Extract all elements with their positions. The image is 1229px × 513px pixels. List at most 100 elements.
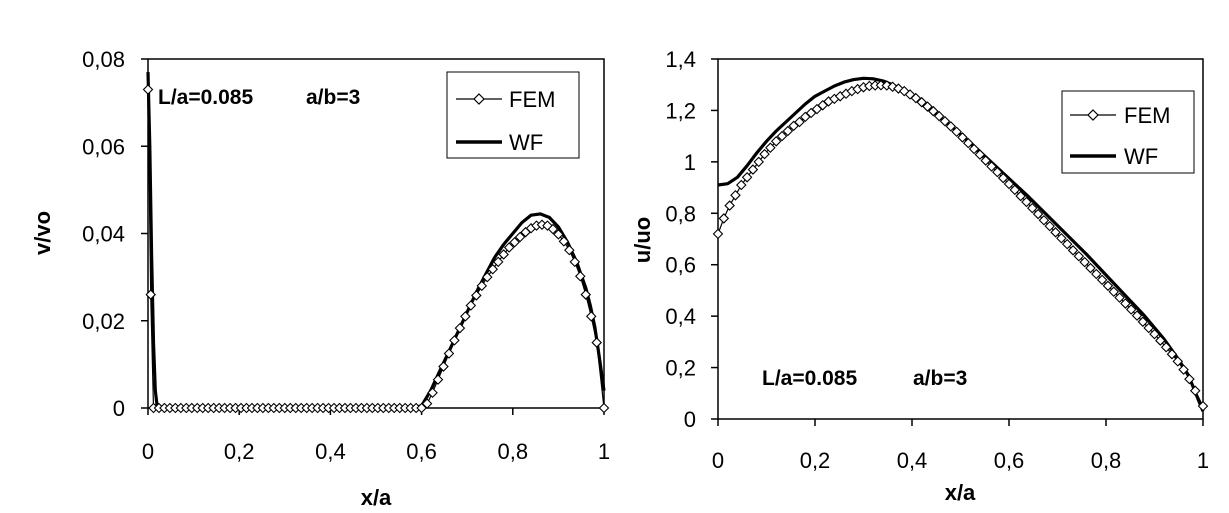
data-point-fem [421,398,433,409]
data-point-fem [916,96,927,108]
data-point-fem [465,300,477,311]
data-point-fem [1021,196,1032,208]
y-tick-label: 0,2 [665,356,696,381]
data-point-fem [432,374,444,385]
data-point-fem [968,143,980,155]
data-point-fem [794,116,805,128]
y-tick-label: 1,2 [665,98,696,123]
data-point-fem [553,229,564,240]
data-point-fem [951,126,962,138]
data-point-fem [564,244,575,256]
data-point-fem [1120,298,1131,309]
data-point-fem [514,231,526,243]
data-point-fem [598,402,610,414]
data-point-fem [741,172,753,183]
y-tick-label: 0,4 [665,304,696,329]
data-point-fem [1149,328,1160,340]
annotation-label-ratio: a/b=3 [306,86,360,109]
data-point-fem [449,335,460,346]
data-point-fem [770,136,782,147]
data-point-fem [569,256,581,268]
data-point-fem [1137,316,1149,328]
x-tick-label: 0 [712,448,724,473]
y-tick-label: 1,4 [665,47,696,72]
legend-label-wf: WF [509,130,543,155]
x-tick-label: 0,4 [315,439,346,464]
data-point-fem [492,256,504,268]
data-point-fem [1178,364,1189,375]
data-point-fem [1155,335,1166,346]
data-point-fem [1050,227,1061,238]
data-point-fem [945,121,957,132]
data-point-fem [142,84,154,95]
data-point-fem [724,200,735,211]
data-point-fem [1085,262,1096,274]
data-point-fem [1061,238,1073,250]
data-point-fem [939,115,951,127]
data-point-fem [580,289,592,300]
y-tick-label: 0,06 [82,134,125,159]
y-tick-label: 0,8 [665,201,696,226]
data-point-fem [487,263,499,275]
data-point-fem [1166,348,1178,360]
data-point-fem [776,130,788,142]
data-point-fem [1009,184,1021,196]
data-point-fem [957,132,968,143]
x-tick-label: 0,8 [498,439,529,464]
data-point-fem [1160,341,1172,353]
annotation-label-ratio: a/b=3 [913,367,967,390]
data-point-fem [438,361,449,372]
data-point-fem [974,149,986,160]
y-tick-label: 0,08 [82,47,125,72]
series-layer [142,72,610,414]
tick-layer: 0 0,2 0,4 0,6 0,8 1 1,2 1,4 0 0,2 0,4 0,6 0,8 1 [665,47,1209,473]
chart-v-velocity: 0 0,02 0,04 0,06 0,08 0 0,2 0,4 0,6 0,8 1 x/a v/vo… [30,47,610,510]
data-point-fem [1003,178,1015,190]
y-tick-label: 1 [684,150,696,175]
data-point-fem [145,289,157,300]
data-point-fem [980,155,991,166]
legend: FEM WF [1061,90,1195,174]
data-point-fem [1067,245,1079,256]
annotation-label-length: L/a=0.085 [762,367,857,390]
data-point-fem [1189,385,1201,396]
data-point-fem [1073,250,1085,262]
data-point-fem [591,337,602,348]
data-point-fem [471,290,482,301]
data-point-fem [416,402,427,414]
data-point-fem [1027,202,1038,214]
data-point-fem [1184,373,1195,385]
data-point-fem [736,179,747,191]
legend-marker-fem [473,93,485,105]
data-point-fem [910,92,922,104]
data-point-fem [730,190,741,201]
annotation-label-length: L/a=0.085 [158,86,253,109]
x-tick-label: 0,6 [406,439,437,464]
data-point-fem [1114,292,1125,303]
data-point-fem [718,213,730,224]
data-point-fem [1172,356,1184,367]
x-tick-label: 0 [142,439,154,464]
legend-label-wf: WF [1124,144,1158,169]
data-point-fem [928,105,939,117]
x-tick-label: 1 [598,439,610,464]
data-point-fem [747,164,759,175]
data-point-fem [481,271,493,283]
y-tick-label: 0,6 [665,253,696,278]
x-tick-label: 0,2 [800,448,831,473]
data-point-fem [460,311,471,322]
data-point-fem [922,101,933,112]
data-point-fem [1091,268,1102,280]
data-point-fem [547,223,559,235]
data-point-fem [1125,304,1137,315]
x-axis-label: x/a [945,480,976,505]
legend-label-fem: FEM [1124,103,1170,128]
data-point-fem [753,156,765,168]
data-point-fem [585,311,597,322]
data-point-fem [542,220,553,231]
data-point-fem [443,348,455,359]
legend-label-fem: FEM [509,87,555,112]
data-point-fem [1038,214,1050,226]
data-point-fem [1015,190,1026,202]
x-tick-label: 0,6 [994,448,1025,473]
